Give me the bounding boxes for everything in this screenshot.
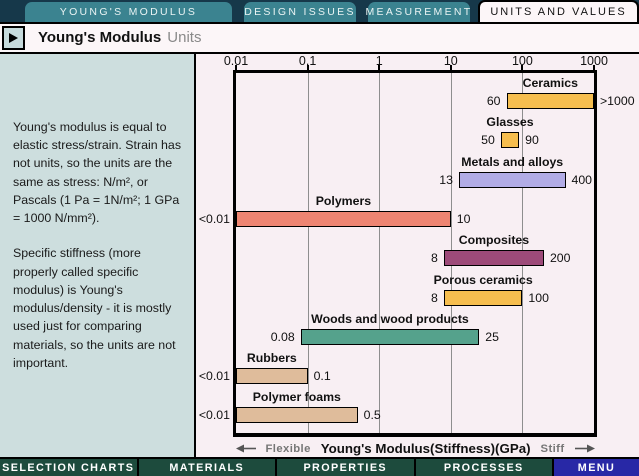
bar-high-label-woods-and-wood-products: 25	[485, 329, 499, 344]
axis-tick	[378, 65, 381, 73]
bar-glasses	[500, 132, 520, 149]
nav-materials[interactable]: MATERIALS	[138, 459, 275, 476]
axis-tick-label: 0.01	[223, 54, 249, 68]
bar-polymers	[236, 210, 451, 227]
tab-units-and-values[interactable]: UNITS AND VALUES	[478, 0, 639, 22]
axis-tick-label: 10	[443, 54, 458, 68]
axis-tick	[449, 65, 452, 73]
bar-high-label-glasses: 90	[525, 133, 539, 148]
page-title-main: Young's Modulus	[38, 29, 162, 46]
play-icon	[9, 33, 18, 43]
bar-low-label-polymer-foams: <0.01	[198, 408, 230, 423]
tab-bar: YOUNG'S MODULUS DESIGN ISSUES MEASUREMEN…	[0, 0, 639, 22]
axis-tick	[306, 65, 309, 73]
nav-properties[interactable]: PROPERTIES	[277, 459, 414, 476]
axis-tick-label: 1000	[580, 54, 608, 68]
gridline	[307, 73, 309, 433]
axis-hint-stiff: Stiff	[540, 442, 565, 455]
axis-tick	[521, 65, 524, 73]
gridline	[379, 73, 381, 433]
nav-selection-charts[interactable]: SELECTION CHARTS	[0, 459, 137, 476]
page-title-sub: Units	[167, 29, 202, 46]
bar-name-composites: Composites	[458, 233, 530, 248]
axis-label: Young's Modulus(Stiffness)(GPa)	[320, 441, 531, 456]
bar-high-label-ceramics: >1000	[600, 94, 635, 108]
bar-high-label-composites: 200	[549, 251, 571, 266]
bar-low-label-ceramics: 60	[486, 94, 501, 108]
bar-low-label-metals-and-alloys: 13	[439, 172, 453, 187]
bar-polymer-foams	[236, 407, 358, 424]
bar-high-label-polymer-foams: 0.5	[363, 408, 381, 423]
bar-name-polymers: Polymers	[315, 193, 372, 208]
chart-plot-area: 0.01 0.1 1 10 100 1000 Ceramics 60 >1000 Glasses 5…	[199, 54, 635, 437]
bar-high-label-metals-and-alloys: 400	[571, 172, 593, 187]
bar-high-label-porous-ceramics: 100	[528, 290, 549, 305]
axis-tick	[235, 65, 237, 73]
bar-name-porous-ceramics: Porous ceramics	[433, 272, 533, 287]
bottom-nav: SELECTION CHARTS MATERIALS PROPERTIES PR…	[0, 457, 639, 476]
left-arrow-icon	[235, 444, 256, 453]
bar-name-polymer-foams: Polymer foams	[252, 390, 341, 405]
bar-porous-ceramics	[443, 289, 523, 306]
bar-name-rubbers: Rubbers	[246, 351, 297, 366]
page-title: Young's Modulus Units	[38, 29, 201, 46]
right-arrow-icon	[574, 444, 595, 453]
play-button[interactable]	[2, 26, 25, 50]
axis-caption: Flexible Young's Modulus(Stiffness)(GPa)…	[225, 440, 605, 457]
bar-name-metals-and-alloys: Metals and alloys	[461, 154, 564, 169]
bar-low-label-glasses: 50	[481, 133, 495, 148]
bar-low-label-woods-and-wood-products: 0.08	[270, 329, 295, 344]
tab-youngs-modulus[interactable]: YOUNG'S MODULUS	[25, 2, 232, 22]
axis-tick	[593, 65, 595, 73]
axis-tick-label: 100	[511, 54, 533, 68]
bar-name-glasses: Glasses	[486, 115, 534, 130]
bar-name-woods-and-wood-products: Woods and wood products	[311, 311, 469, 326]
bar-high-label-rubbers: 0.1	[313, 369, 331, 384]
bar-low-label-polymers: <0.01	[198, 211, 230, 226]
bar-woods-and-wood-products	[300, 328, 480, 345]
bar-metals-and-alloys	[458, 171, 566, 188]
bar-low-label-porous-ceramics: 8	[431, 290, 438, 305]
axis-tick-label: 0.1	[298, 54, 317, 68]
nav-processes[interactable]: PROCESSES	[415, 459, 552, 476]
info-paragraph-1: Young's modulus is equal to elastic stre…	[13, 120, 182, 226]
bar-low-label-composites: 8	[431, 251, 438, 266]
title-bar: Young's Modulus Units	[0, 22, 639, 54]
bar-ceramics	[506, 93, 594, 109]
tab-design-issues[interactable]: DESIGN ISSUES	[244, 2, 356, 22]
bar-high-label-polymers: 10	[456, 211, 471, 226]
bar-composites	[443, 250, 544, 267]
bar-name-ceramics: Ceramics	[522, 76, 578, 90]
info-paragraph-2: Specific stiffness (more properly called…	[13, 246, 176, 370]
info-panel: Young's modulus is equal to elastic stre…	[0, 54, 196, 457]
axis-tick-label: 1	[375, 54, 383, 68]
axis-hint-flexible: Flexible	[265, 442, 311, 455]
bar-low-label-rubbers: <0.01	[198, 369, 230, 384]
bar-rubbers	[236, 368, 308, 385]
nav-menu[interactable]: MENU	[554, 459, 639, 476]
tab-measurement[interactable]: MEASUREMENT	[366, 2, 470, 22]
